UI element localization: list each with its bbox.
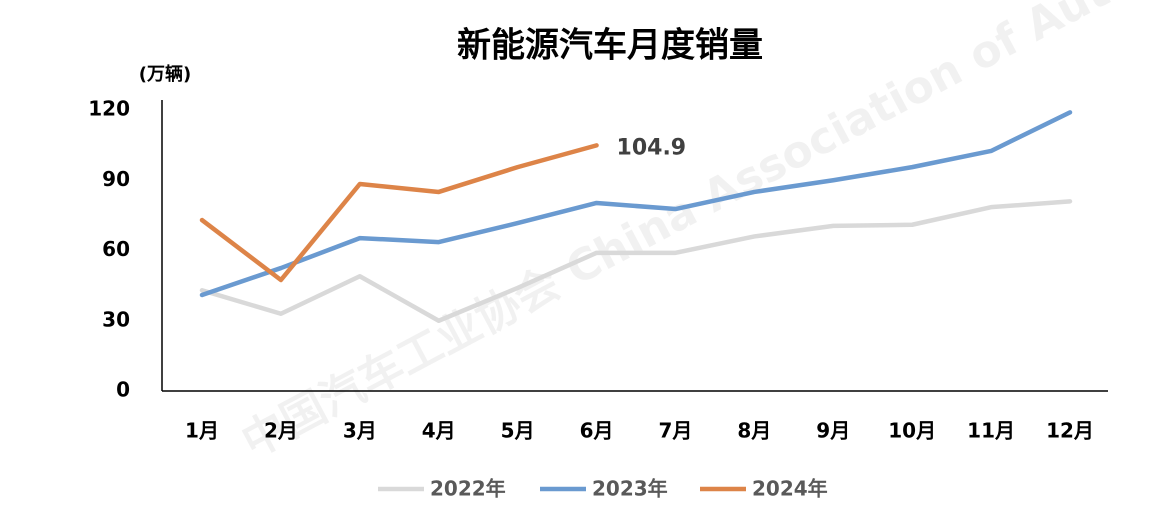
y-tick-label: 0 bbox=[116, 378, 130, 402]
x-tick-label: 3月 bbox=[343, 419, 377, 443]
legend-label: 2022年 bbox=[430, 477, 506, 501]
y-tick-label: 30 bbox=[102, 307, 130, 331]
y-tick-label: 90 bbox=[102, 167, 130, 191]
series-line bbox=[199, 143, 599, 283]
x-tick-label: 8月 bbox=[737, 419, 771, 443]
x-tick-label: 7月 bbox=[658, 419, 692, 443]
x-tick-label: 12月 bbox=[1046, 419, 1094, 443]
x-tick-label: 5月 bbox=[501, 419, 535, 443]
y-tick-label: 60 bbox=[102, 237, 130, 261]
series-line bbox=[199, 199, 1073, 323]
data-label: 104.9 bbox=[617, 135, 687, 160]
y-axis-label: (万辆) bbox=[139, 63, 191, 85]
x-tick-label: 4月 bbox=[422, 419, 456, 443]
x-tick-label: 1月 bbox=[185, 419, 219, 443]
y-tick-label: 120 bbox=[88, 97, 130, 121]
x-tick-label: 11月 bbox=[967, 419, 1015, 443]
x-tick-label: 9月 bbox=[816, 419, 850, 443]
legend-label: 2023年 bbox=[592, 477, 668, 501]
watermark: 中国汽车工业协会 China Association of Automobile… bbox=[234, 0, 1176, 468]
legend-label: 2024年 bbox=[752, 477, 828, 501]
chart-title: 新能源汽车月度销量 bbox=[457, 26, 763, 66]
x-tick-label: 10月 bbox=[888, 419, 936, 443]
x-tick-label: 2月 bbox=[264, 419, 298, 443]
series-line bbox=[199, 110, 1073, 298]
x-tick-label: 6月 bbox=[580, 419, 614, 443]
